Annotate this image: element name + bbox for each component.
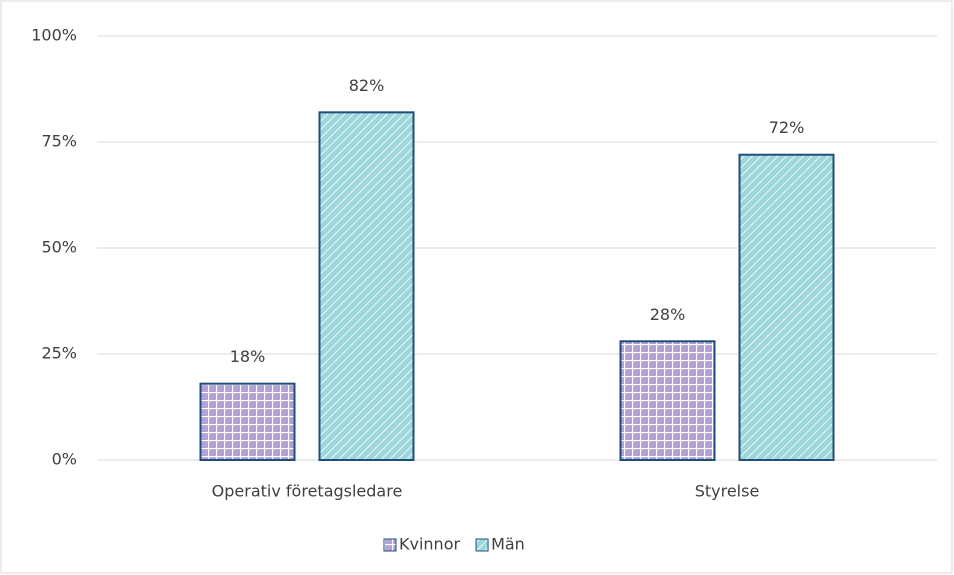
y-tick-label: 100% xyxy=(31,26,77,45)
y-tick-label: 75% xyxy=(41,132,77,151)
legend-label: Män xyxy=(491,535,525,554)
y-tick-label: 25% xyxy=(41,344,77,363)
data-label: 72% xyxy=(769,118,805,137)
data-label: 18% xyxy=(230,347,266,366)
bar xyxy=(318,111,415,461)
legend-swatch xyxy=(383,538,397,552)
bar xyxy=(619,340,716,461)
x-tick-label: Operativ företagsledare xyxy=(212,482,403,501)
y-tick-label: 50% xyxy=(41,238,77,257)
bar xyxy=(738,153,835,461)
legend-swatch xyxy=(475,538,489,552)
bar xyxy=(199,382,296,461)
legend-label: Kvinnor xyxy=(399,535,460,554)
y-tick-label: 0% xyxy=(52,450,77,469)
x-tick-label: Styrelse xyxy=(695,482,760,501)
data-label: 28% xyxy=(650,305,686,324)
data-label: 82% xyxy=(349,76,385,95)
